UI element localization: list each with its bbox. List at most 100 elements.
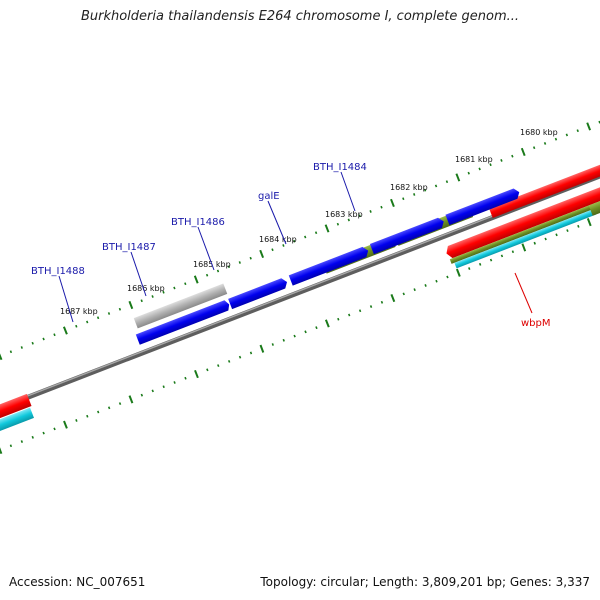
gene-label-gale[interactable]: galE [258,191,280,202]
ruler-tick [500,254,504,258]
ruler-tick [205,273,209,277]
ruler-tick [586,218,592,227]
ruler-tick [435,279,438,283]
ruler-label: 1683 kbp [325,210,363,219]
ruler-tick [97,410,100,414]
ruler-tick [282,244,285,247]
ruler-tick [554,137,558,141]
ruler-label: 1684 kbp [259,235,297,244]
ruler-tick [249,351,253,355]
ruler-tick [434,184,438,188]
ruler-tick [324,224,330,233]
ruler-tick [184,376,187,380]
ruler-tick [184,282,187,286]
ruler-tick [337,317,340,321]
ruler-tick [140,299,143,303]
gene-bth-i1488-cds[interactable] [135,299,231,345]
gene-wbpm-red[interactable] [444,171,600,260]
outer-ruler [0,120,600,361]
ruler-tick [511,154,514,158]
ruler-label: 1682 kbp [390,183,428,192]
ruler-tick [173,381,176,384]
ruler-tick [31,435,34,439]
gene-label-bth-i1484[interactable]: BTH_I1484 [313,162,367,173]
ruler-tick [555,233,558,237]
gene-bth-i1488-outer[interactable] [133,283,228,329]
ruler-tick [402,292,405,296]
ruler-tick [304,330,307,334]
ruler-tick [565,133,569,137]
ruler-tick [390,198,395,208]
gene-label-bth-i1487[interactable]: BTH_I1487 [102,242,156,253]
accession-text: Accession: NC_007651 [9,575,146,589]
ruler-tick [500,159,503,162]
ruler-tick [9,444,13,448]
ruler-tick [193,275,199,284]
ruler-tick [521,243,527,252]
ruler-tick [75,419,78,422]
ruler-tick [577,224,580,228]
inner-ruler [0,218,592,455]
ruler-tick [455,173,461,182]
gene-red-left[interactable] [0,393,32,424]
ruler-tick [445,180,449,184]
ruler-tick [533,241,536,245]
ruler-label: 1681 kbp [455,155,493,164]
ruler-tick [151,295,154,298]
ruler-tick [402,197,405,201]
ruler-tick [511,250,515,254]
ruler-tick [259,344,265,353]
ruler-tick [293,334,296,338]
gene-label-wbpm[interactable]: wbpM [521,318,551,329]
gene-bth-i1487-cds[interactable] [228,277,289,310]
map-title: Burkholderia thailandensis E264 chromoso… [80,9,520,24]
ruler-tick [336,222,340,226]
genome-summary-text: Topology: circular; Length: 3,809,201 bp… [260,575,590,589]
ruler-tick [478,167,481,171]
gene-wbpm-cyan[interactable] [454,208,597,269]
ruler-tick [413,193,416,196]
ruler-tick [544,237,547,241]
ruler-tick [86,320,89,324]
ruler-tick [20,346,23,349]
ruler-tick [468,267,471,270]
gene-label-bth-i1488[interactable]: BTH_I1488 [31,266,85,277]
gene-label-bth-i1486[interactable]: BTH_I1486 [171,217,225,228]
gene-cyan-left[interactable] [0,407,34,435]
ruler-tick [282,338,285,342]
ruler-tick [173,286,176,290]
ruler-tick [271,343,274,346]
gene-gale-cds[interactable] [369,216,446,255]
ruler-tick [304,235,307,239]
ruler-tick [227,359,231,363]
ruler-tick [107,312,111,315]
ruler-tick [0,353,3,361]
ruler-tick [380,300,384,304]
ruler-tick [413,288,416,292]
ruler-tick [86,414,89,418]
ruler-tick [0,447,3,455]
ruler-tick [259,249,265,259]
ruler-tick [369,305,373,308]
ruler-tick [217,364,220,368]
gene-labels: BTH_I1484 galE BTH_I1486 BTH_I1487 BTH_I… [31,162,551,329]
ruler-tick [271,248,274,252]
gene-red-outer-right[interactable] [488,157,600,218]
ruler-label: 1687 kbp [60,307,98,316]
ruler-tick [63,420,68,429]
ruler-tick [423,188,427,192]
ruler-tick [53,427,56,431]
ruler-label: 1680 kbp [520,128,558,137]
ruler-tick [347,218,350,222]
ruler-tick [9,350,13,354]
ruler-tick [151,389,154,393]
gene-bth-i1484-cds[interactable] [445,187,521,226]
ruler-tick [369,210,372,213]
ruler-tick [42,431,45,435]
gene-bth-i1486-cds[interactable] [288,245,370,286]
ruler-tick [227,265,231,269]
ruler-tick [324,319,330,328]
ruler-tick [162,385,165,389]
ruler-label: 1686 kbp [127,284,165,293]
